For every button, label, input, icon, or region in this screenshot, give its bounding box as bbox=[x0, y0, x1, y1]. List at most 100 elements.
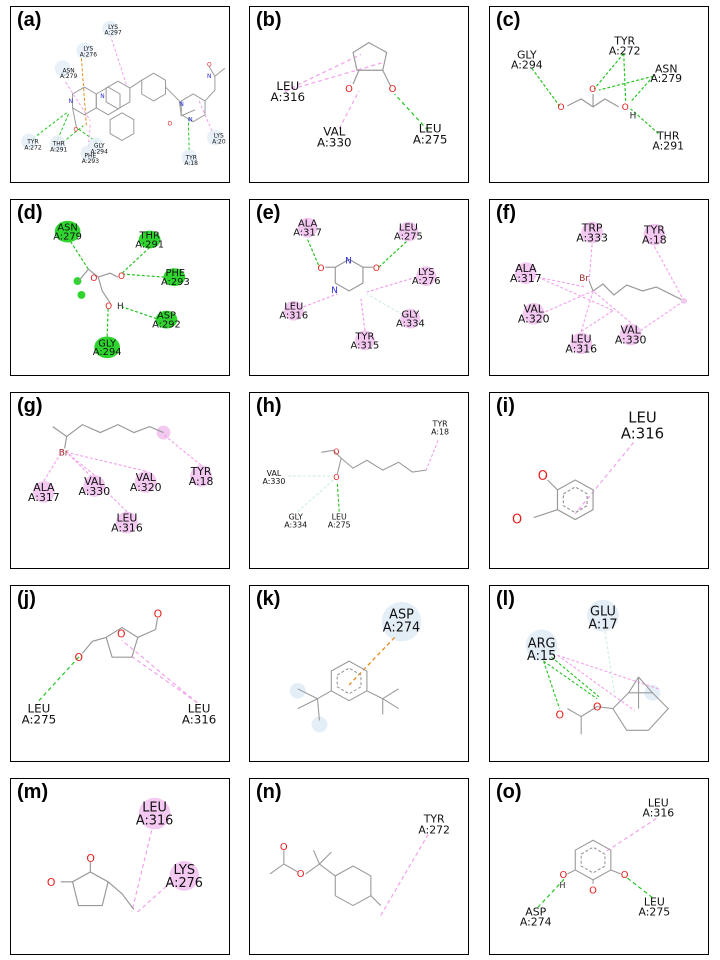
svg-text:O: O bbox=[86, 852, 95, 865]
svg-text:PHE: PHE bbox=[84, 152, 96, 159]
atom-labels: O O bbox=[280, 842, 305, 880]
panel-label: (m) bbox=[17, 781, 49, 803]
svg-text:A:292: A:292 bbox=[152, 320, 181, 331]
svg-text:ASN: ASN bbox=[57, 223, 77, 234]
svg-text:A:294: A:294 bbox=[511, 58, 543, 71]
panel-a: (a) N N bbox=[10, 6, 230, 183]
svg-text:A:18: A:18 bbox=[189, 475, 214, 488]
atom-labels: O O bbox=[47, 852, 95, 889]
svg-text:A:272: A:272 bbox=[609, 44, 641, 57]
svg-text:N: N bbox=[331, 286, 338, 296]
residue-discs bbox=[289, 601, 422, 733]
svg-text:LYS: LYS bbox=[174, 863, 195, 878]
svg-text:THR: THR bbox=[52, 140, 65, 147]
svg-text:PHE: PHE bbox=[166, 268, 186, 279]
panel-label: (f) bbox=[496, 202, 516, 224]
svg-text:VAL: VAL bbox=[136, 471, 156, 484]
svg-text:A:272: A:272 bbox=[24, 144, 41, 151]
interaction-line bbox=[574, 442, 635, 514]
panel-o: (o) O H O O LEU A:316 ASP A:274 LEU A:275 bbox=[489, 778, 709, 955]
svg-text:A:294: A:294 bbox=[93, 347, 122, 358]
svg-text:O: O bbox=[105, 302, 112, 312]
svg-text:A:317: A:317 bbox=[293, 228, 322, 239]
svg-text:A:291: A:291 bbox=[135, 239, 164, 250]
atom-labels: O O O H bbox=[90, 272, 125, 312]
svg-text:VAL: VAL bbox=[621, 323, 641, 336]
svg-text:A:18: A:18 bbox=[642, 234, 667, 247]
svg-text:THR: THR bbox=[138, 231, 159, 242]
bromine-atom: Br bbox=[579, 274, 589, 284]
svg-text:LEU: LEU bbox=[628, 410, 656, 427]
residue-discs bbox=[525, 599, 661, 701]
svg-text:LEU: LEU bbox=[332, 513, 347, 522]
svg-text:A:20: A:20 bbox=[212, 138, 226, 145]
svg-text:A:330: A:330 bbox=[317, 135, 352, 149]
svg-text:GLY: GLY bbox=[98, 338, 117, 349]
svg-text:LEU: LEU bbox=[419, 122, 442, 136]
interaction-lines bbox=[531, 53, 659, 134]
panel-label: (e) bbox=[256, 202, 281, 224]
residue-discs bbox=[283, 217, 437, 351]
interaction-lines bbox=[70, 241, 165, 337]
svg-text:TYR: TYR bbox=[423, 813, 445, 826]
svg-text:A:274: A:274 bbox=[520, 915, 552, 928]
svg-text:O: O bbox=[333, 473, 339, 482]
panel-i: (i) O O LEU A:316 bbox=[489, 392, 709, 569]
svg-text:O: O bbox=[621, 870, 629, 881]
panel-m: (m) O O LEU A:316 LYS A:276 bbox=[10, 778, 230, 955]
interaction-line bbox=[348, 636, 396, 686]
interaction-lines bbox=[537, 818, 657, 908]
svg-text:VAL: VAL bbox=[323, 125, 345, 139]
svg-text:ASP: ASP bbox=[157, 311, 176, 322]
ligand-bonds bbox=[567, 94, 620, 108]
bromine-atom: Br bbox=[59, 448, 69, 458]
svg-text:A:316: A:316 bbox=[182, 712, 217, 726]
svg-text:O: O bbox=[345, 84, 353, 95]
svg-text:TRP: TRP bbox=[581, 222, 603, 235]
atom-labels: O O O H bbox=[557, 85, 636, 122]
svg-text:O: O bbox=[373, 264, 380, 274]
interaction-lines bbox=[543, 631, 659, 712]
panel-label: (a) bbox=[17, 9, 42, 31]
ligand-bonds bbox=[352, 41, 392, 87]
svg-text:O: O bbox=[557, 103, 564, 113]
ligand-bonds bbox=[533, 479, 594, 521]
svg-text:O: O bbox=[333, 447, 339, 456]
panel-b: (b) O O LEU A:316 VAL A:330 LEU A:275 bbox=[249, 6, 469, 183]
svg-text:A:276: A:276 bbox=[80, 51, 97, 58]
svg-text:A:316: A:316 bbox=[279, 311, 308, 322]
svg-text:A:275: A:275 bbox=[22, 712, 57, 726]
panel-g: (g) Br ALA A:317 VAL A:330 VAL A:320 TYR A:1… bbox=[10, 392, 230, 569]
svg-text:O: O bbox=[47, 876, 56, 889]
svg-text:TYR: TYR bbox=[643, 224, 665, 237]
svg-text:N: N bbox=[100, 93, 104, 100]
